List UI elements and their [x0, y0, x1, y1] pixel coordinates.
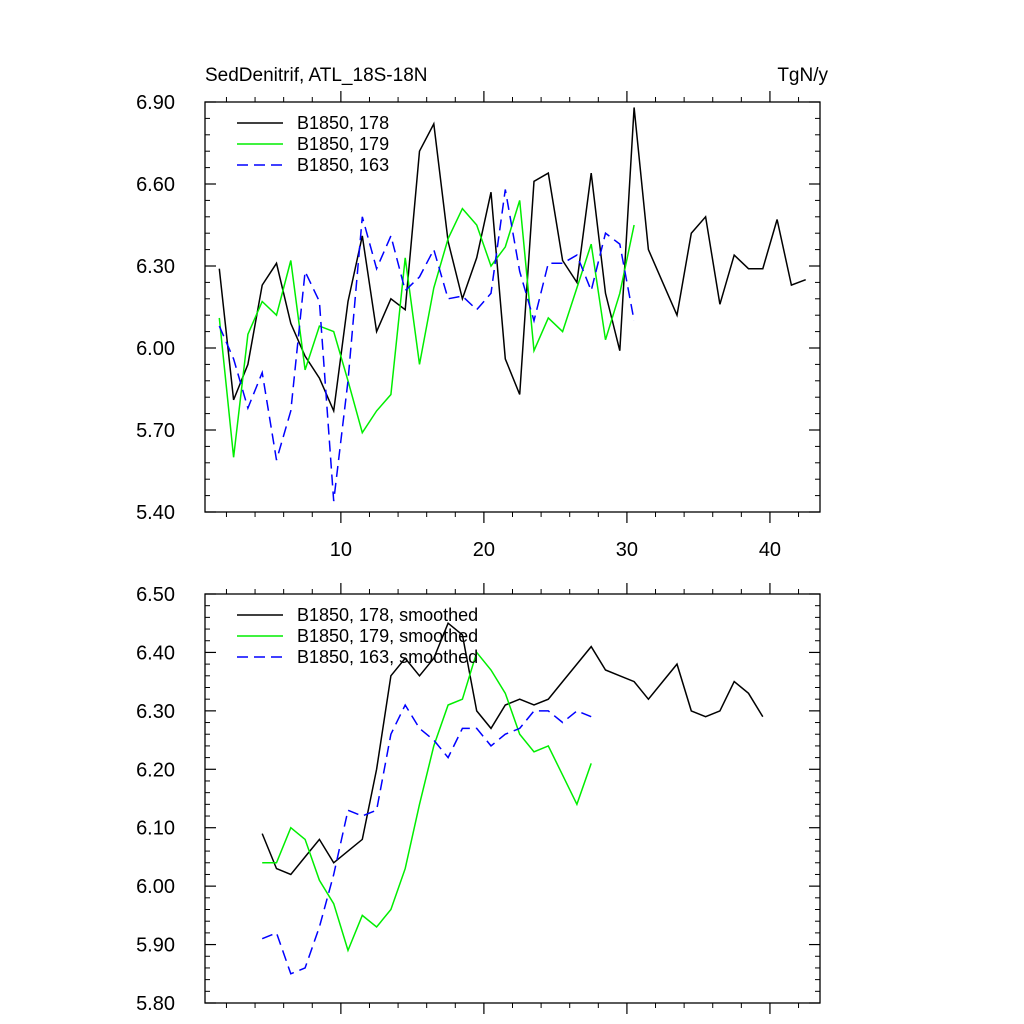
y-tick-label: 6.00	[136, 338, 175, 360]
bottom-panel: 5.80 5.90 6.00 6.10 6.20 6.30 6.40 6.50 B1850, 1…	[136, 583, 821, 1015]
chart-title: SedDenitrif, ATL_18S-18N	[205, 65, 428, 86]
legend-label-3: B1850, 163	[297, 155, 389, 175]
y-tick-label: 6.60	[136, 174, 175, 196]
top-panel: 5.40 5.70 6.00 6.30 6.60 6.90 10 20 30 40 B1850, 1…	[136, 91, 821, 561]
series-line-3	[218, 189, 635, 502]
legend-label-1: B1850, 178, smoothed	[297, 605, 478, 625]
y-tick-label: 6.00	[136, 876, 175, 898]
y-tick-label: 6.30	[136, 701, 175, 723]
y-tick-label: 6.20	[136, 759, 175, 781]
x-tick-label: 30	[616, 539, 638, 561]
y-tick-label: 6.30	[136, 256, 175, 278]
series-line-2	[218, 200, 635, 458]
y-tick-label: 6.90	[136, 92, 175, 114]
series-line-3	[261, 703, 592, 975]
y-tick-label: 5.90	[136, 935, 175, 957]
legend-label-3: B1850, 163, smoothed	[297, 647, 478, 667]
y-tick-label: 6.40	[136, 642, 175, 664]
y-tick-label: 5.40	[136, 502, 175, 524]
chart-units: TgN/y	[777, 65, 828, 86]
x-tick-label: 20	[473, 539, 495, 561]
legend-label-2: B1850, 179, smoothed	[297, 626, 478, 646]
x-tick-label: 40	[759, 539, 781, 561]
y-tick-label: 6.50	[136, 584, 175, 606]
legend-label-2: B1850, 179	[297, 134, 389, 154]
x-tick-label: 10	[330, 539, 352, 561]
legend-label-1: B1850, 178	[297, 113, 389, 133]
series-line-2	[262, 650, 592, 953]
y-tick-label: 5.70	[136, 420, 175, 442]
series-line-1	[261, 621, 764, 876]
y-tick-label: 6.10	[136, 818, 175, 840]
y-tick-label: 5.80	[136, 993, 175, 1015]
series-line-1	[218, 107, 806, 414]
